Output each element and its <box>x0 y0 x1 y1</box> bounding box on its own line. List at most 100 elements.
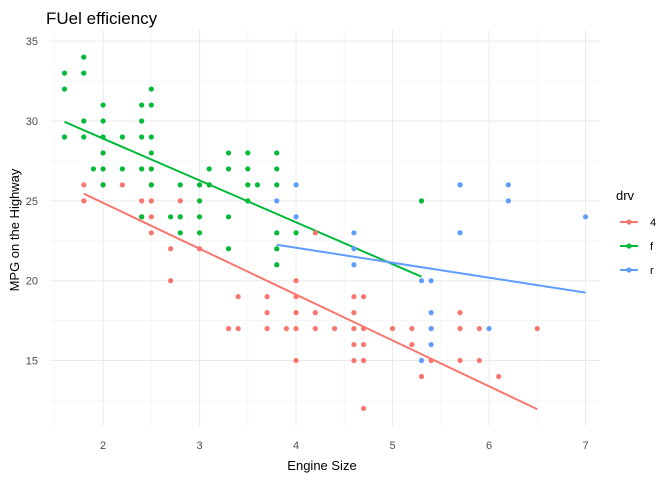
legend-item-r: r <box>620 265 654 277</box>
data-point-4 <box>351 325 357 332</box>
y-tick-label: 30 <box>26 116 38 128</box>
y-axis-title: MPG on the Highway <box>7 168 22 291</box>
data-point-4 <box>293 357 299 364</box>
data-point-f <box>100 166 106 172</box>
data-point-4 <box>351 357 357 364</box>
data-point-r <box>351 230 357 236</box>
data-point-r <box>351 246 357 252</box>
data-point-f <box>245 166 251 172</box>
data-point-f <box>274 262 280 268</box>
data-point-4 <box>457 310 463 316</box>
data-point-4 <box>496 373 502 380</box>
data-point-4 <box>293 278 299 284</box>
data-point-f <box>177 214 183 220</box>
data-point-r <box>428 341 434 348</box>
data-point-4 <box>360 357 367 364</box>
data-point-4 <box>351 294 357 300</box>
data-point-r <box>428 310 434 316</box>
data-point-4 <box>351 341 357 348</box>
y-tick-label: 15 <box>26 356 38 368</box>
data-point-4 <box>293 310 299 316</box>
data-point-4 <box>476 357 482 364</box>
data-point-f <box>196 230 203 236</box>
data-point-4 <box>81 198 87 204</box>
data-point-4 <box>196 246 203 252</box>
data-point-f <box>100 134 106 140</box>
data-point-f <box>148 86 154 92</box>
data-point-f <box>196 198 203 204</box>
legend-key-point <box>626 267 632 273</box>
data-point-f <box>245 198 251 204</box>
data-point-4 <box>148 214 154 220</box>
legend-key-point <box>626 243 632 249</box>
data-point-f <box>90 166 97 172</box>
data-point-f <box>139 102 145 108</box>
data-point-f <box>245 150 251 156</box>
x-axis-title: Engine Size <box>287 458 356 473</box>
data-point-f <box>177 182 183 188</box>
data-point-4 <box>418 373 425 380</box>
data-point-4 <box>360 294 367 300</box>
legend-title: drv <box>616 188 635 203</box>
data-point-f <box>148 102 154 108</box>
data-point-r <box>351 262 357 268</box>
data-point-f <box>81 54 87 60</box>
data-point-f <box>81 70 87 76</box>
data-point-4 <box>409 325 415 332</box>
data-point-f <box>225 214 232 220</box>
data-point-4 <box>177 198 183 204</box>
data-point-f <box>100 118 106 124</box>
legend-label: r <box>650 265 654 277</box>
data-point-f <box>418 198 425 204</box>
data-point-4 <box>168 278 174 284</box>
data-point-4 <box>312 325 318 332</box>
y-tick-label: 20 <box>26 276 38 288</box>
data-point-f <box>274 166 280 172</box>
data-point-f <box>100 150 106 156</box>
data-point-f <box>274 230 280 236</box>
data-point-4 <box>235 325 241 332</box>
x-tick-label: 5 <box>389 440 395 452</box>
data-point-4 <box>293 325 299 332</box>
data-point-f <box>81 134 87 140</box>
trend-lines <box>64 120 586 411</box>
data-point-r <box>293 214 299 220</box>
data-point-f <box>148 182 154 188</box>
data-point-r <box>582 214 589 220</box>
data-point-f <box>61 134 68 140</box>
data-point-f <box>119 166 125 172</box>
x-tick-label: 2 <box>100 440 106 452</box>
data-point-4 <box>119 182 125 188</box>
data-point-f <box>139 118 145 124</box>
data-point-f <box>139 214 145 220</box>
data-point-r <box>293 182 299 188</box>
data-point-4 <box>409 341 415 348</box>
data-point-4 <box>168 246 174 252</box>
data-point-f <box>225 166 232 172</box>
data-point-r <box>505 182 511 188</box>
data-point-4 <box>264 294 270 300</box>
x-tick-label: 7 <box>582 440 588 452</box>
data-point-r <box>457 182 463 188</box>
data-point-r <box>486 325 492 332</box>
trend-line-4 <box>83 192 538 411</box>
data-point-4 <box>360 325 367 332</box>
data-point-f <box>177 230 183 236</box>
y-tick-label: 25 <box>26 196 38 208</box>
data-point-4 <box>283 325 290 332</box>
legend-item-f: f <box>620 241 654 253</box>
x-tick-label: 6 <box>486 440 492 452</box>
legend-items: 4 fr <box>620 217 656 277</box>
data-point-4 <box>293 294 299 300</box>
data-point-f <box>139 166 145 172</box>
chart-title: FUel efficiency <box>46 9 158 28</box>
data-point-4 <box>389 325 396 332</box>
data-point-4 <box>264 325 270 332</box>
data-point-4 <box>225 325 232 332</box>
data-point-r <box>428 278 434 284</box>
data-point-4 <box>148 230 154 236</box>
data-point-f <box>225 246 232 252</box>
data-point-f <box>61 70 68 76</box>
legend-item-4: 4 <box>620 217 656 229</box>
